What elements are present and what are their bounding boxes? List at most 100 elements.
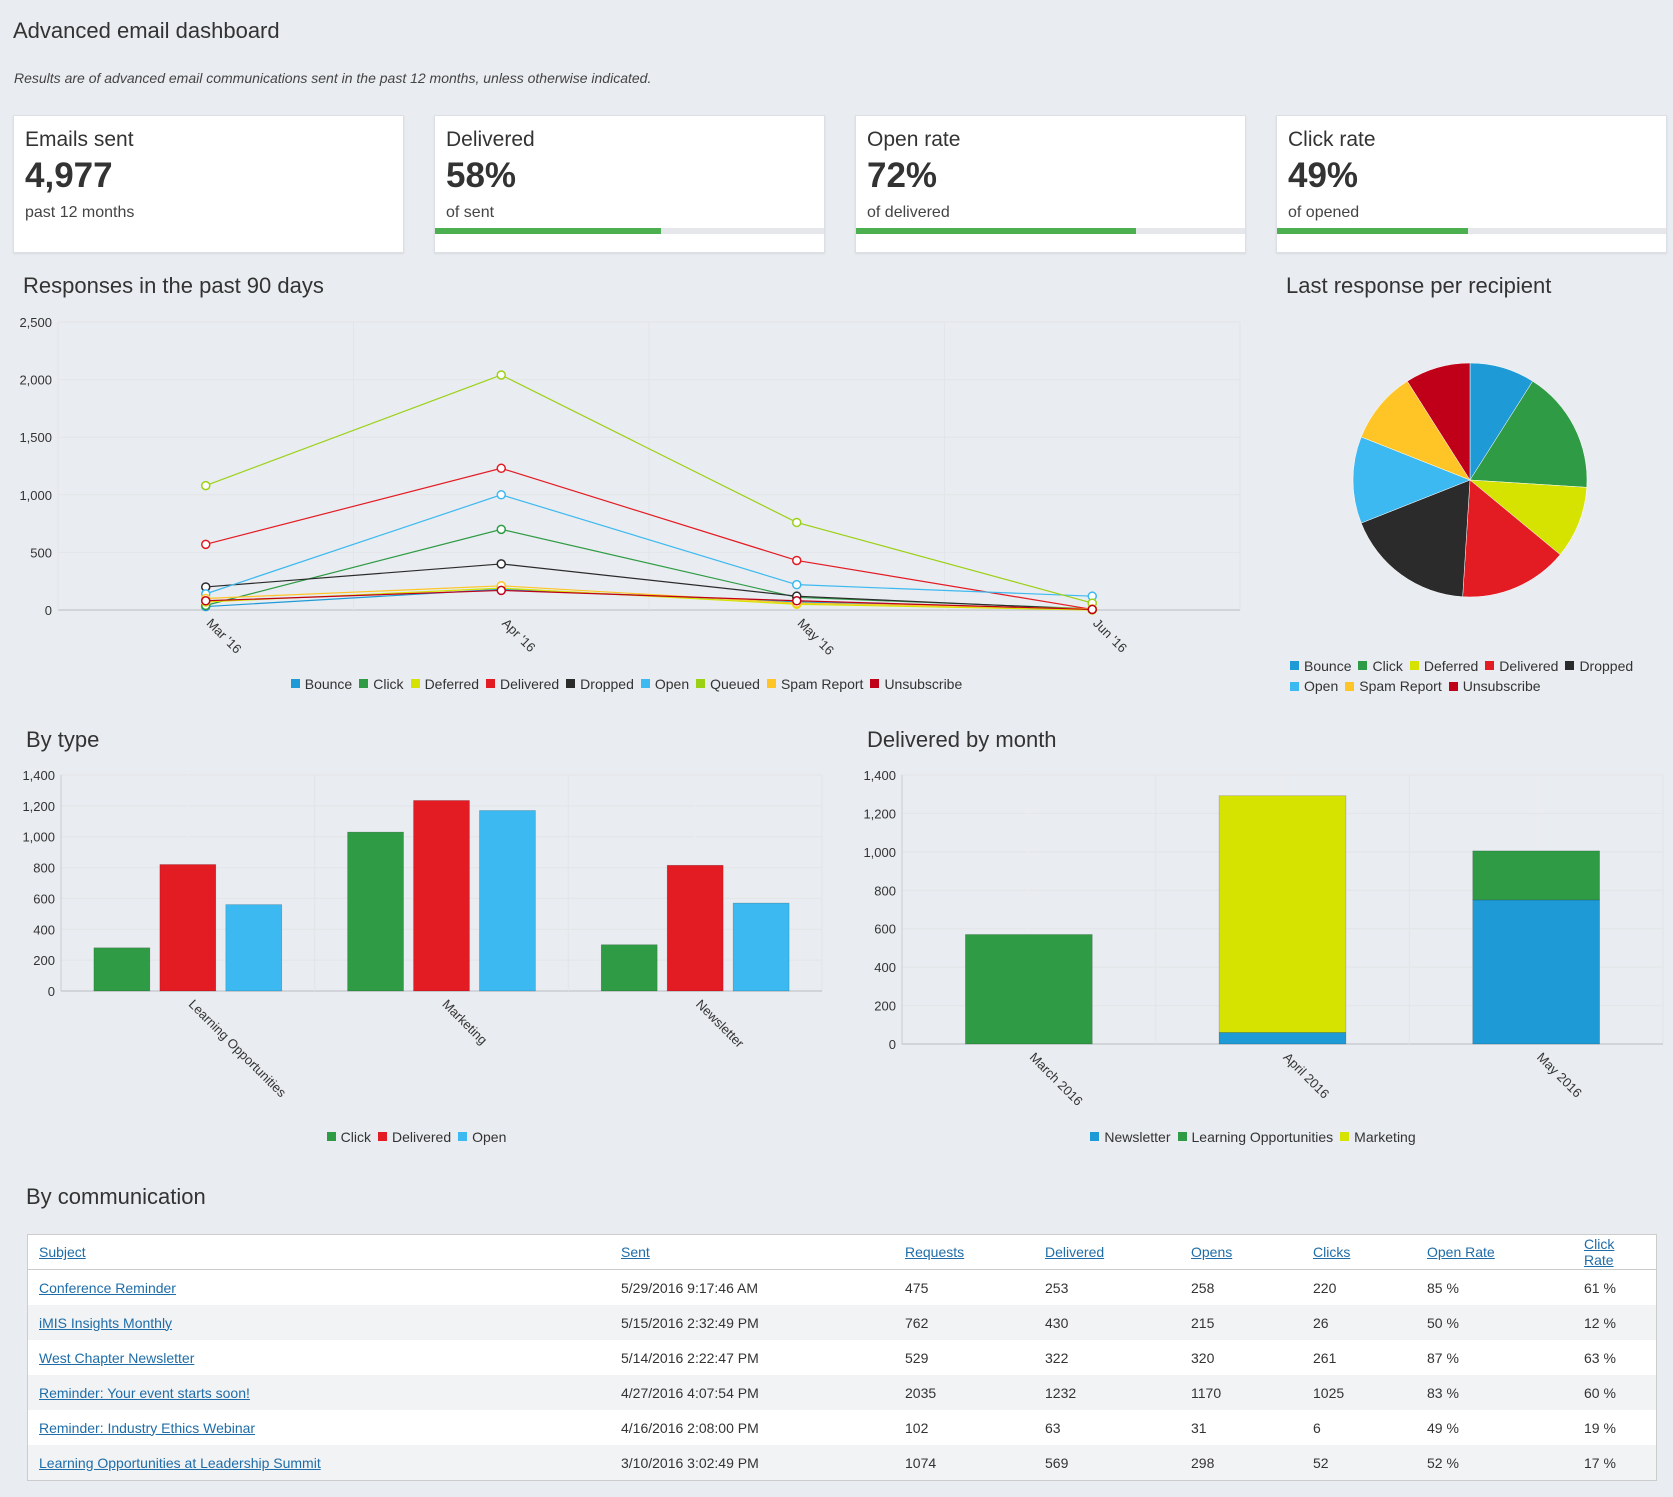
- cell-requests: 529: [905, 1349, 929, 1366]
- legend-label: Learning Opportunities: [1191, 1128, 1334, 1145]
- cell-subject[interactable]: Reminder: Your event starts soon!: [28, 1375, 610, 1410]
- cell-subject[interactable]: West Chapter Newsletter: [28, 1340, 610, 1375]
- legend-label: Bounce: [304, 675, 353, 692]
- y-tick-label: 1,200: [863, 806, 896, 821]
- sort-link[interactable]: Sent: [621, 1244, 650, 1260]
- col-header-clicks[interactable]: Clicks: [1302, 1235, 1416, 1270]
- section-title-responses: Responses in the past 90 days: [23, 273, 324, 298]
- legend-item-bounce[interactable]: Bounce: [290, 675, 353, 692]
- legend-item-click[interactable]: Click: [359, 675, 404, 692]
- legend-item-deferred[interactable]: Deferred: [1409, 656, 1478, 676]
- y-tick-label: 0: [48, 984, 55, 999]
- legend-swatch: [410, 679, 420, 688]
- series-line-unsubscribe: [205, 589, 1093, 611]
- data-point-delivered: [792, 555, 802, 566]
- bar-click: [600, 944, 658, 992]
- legend-item-spam-report[interactable]: Spam Report: [766, 676, 863, 692]
- bar-open: [225, 904, 283, 992]
- responses-line-chart: 0 500 1,000 1,500 2,000 2,500 Mar '16 Apr '16 Ma…: [19, 315, 1241, 658]
- communication-link[interactable]: Conference Reminder: [39, 1279, 176, 1296]
- legend-item-learning-opportunities[interactable]: Learning Opportunities: [1177, 1128, 1334, 1145]
- cell-opens: 298: [1180, 1445, 1302, 1480]
- section-title-bytype: By type: [26, 727, 100, 752]
- legend-swatch: [766, 679, 776, 688]
- y-tick-label: 1,000: [863, 845, 896, 860]
- cell-clicks: 6: [1313, 1419, 1321, 1436]
- col-header-delivered[interactable]: Delivered: [1034, 1235, 1180, 1270]
- sort-link[interactable]: Subject: [39, 1244, 86, 1260]
- cell-delivered: 322: [1045, 1349, 1069, 1366]
- kpi-value: 72%: [867, 156, 938, 195]
- cell-subject[interactable]: Conference Reminder: [28, 1270, 610, 1306]
- col-header-open-rate[interactable]: Open Rate: [1416, 1235, 1573, 1270]
- legend-label: Click: [373, 675, 404, 692]
- communication-link[interactable]: iMIS Insights Monthly: [39, 1314, 173, 1331]
- cell-click-rate: 63 %: [1584, 1349, 1616, 1366]
- legend-item-click[interactable]: Click: [326, 1129, 371, 1145]
- cell-sent: 3/10/2016 3:02:49 PM: [610, 1445, 894, 1480]
- cell-sent: 4/16/2016 2:08:00 PM: [621, 1419, 759, 1436]
- cell-subject[interactable]: iMIS Insights Monthly: [28, 1305, 610, 1340]
- kpi-value: 49%: [1288, 156, 1359, 195]
- legend-item-newsletter[interactable]: Newsletter: [1090, 1129, 1171, 1145]
- legend-item-bounce[interactable]: Bounce: [1290, 656, 1351, 676]
- col-header-opens[interactable]: Opens: [1180, 1235, 1302, 1270]
- legend-item-marketing[interactable]: Marketing: [1340, 1129, 1416, 1145]
- communication-link[interactable]: Learning Opportunities at Leadership Sum…: [39, 1454, 321, 1471]
- legend-item-unsubscribe[interactable]: Unsubscribe: [1448, 676, 1541, 696]
- pie-slice-open: [1352, 436, 1471, 524]
- legend-item-unsubscribe[interactable]: Unsubscribe: [870, 676, 962, 692]
- sort-link[interactable]: Delivered: [1045, 1244, 1105, 1260]
- legend-item-dropped[interactable]: Dropped: [1565, 656, 1633, 676]
- legend-label: Spam Report: [1359, 678, 1442, 694]
- cell-subject[interactable]: Learning Opportunities at Leadership Sum…: [28, 1445, 610, 1480]
- sort-link[interactable]: Clicks: [1313, 1244, 1351, 1260]
- data-point-delivered: [496, 463, 506, 474]
- communication-link[interactable]: West Chapter Newsletter: [39, 1349, 195, 1366]
- legend-item-dropped[interactable]: Dropped: [566, 676, 634, 692]
- cell-subject[interactable]: Reminder: Industry Ethics Webinar: [28, 1410, 610, 1445]
- legend-item-queued[interactable]: Queued: [696, 676, 760, 692]
- bar-marketing: [1218, 795, 1347, 1033]
- section-title-pie: Last response per recipient: [1286, 273, 1552, 298]
- kpi-label: Delivered: [446, 128, 535, 151]
- y-tick-label: 800: [874, 883, 896, 898]
- bar-click: [93, 947, 151, 992]
- cell-sent: 4/27/2016 4:07:54 PM: [610, 1375, 894, 1410]
- sort-link[interactable]: Requests: [905, 1244, 965, 1260]
- legend-item-click[interactable]: Click: [1358, 656, 1403, 676]
- data-point-unsubscribe: [496, 585, 506, 596]
- table-row: iMIS Insights Monthly 5/15/2016 2:32:49 P…: [28, 1305, 1656, 1340]
- communication-table: Subject Sent Requests Delivered Opens Cl…: [27, 1234, 1657, 1481]
- legend-item-delivered[interactable]: Delivered: [1485, 656, 1558, 676]
- col-header-sent[interactable]: Sent: [610, 1235, 894, 1270]
- col-header-requests[interactable]: Requests: [894, 1235, 1034, 1270]
- legend-item-open[interactable]: Open: [1290, 676, 1338, 696]
- data-point-unsubscribe: [201, 596, 211, 606]
- y-tick-label: 1,000: [19, 488, 52, 503]
- legend-item-delivered[interactable]: Delivered: [486, 676, 559, 692]
- data-point-click: [496, 524, 506, 535]
- kpi-progress-bar: [435, 228, 824, 234]
- legend-item-open[interactable]: Open: [640, 676, 689, 692]
- col-header-subject[interactable]: Subject: [28, 1235, 610, 1270]
- legend-item-deferred[interactable]: Deferred: [410, 676, 479, 692]
- x-tick-label: Newsletter: [693, 997, 748, 1052]
- communication-link[interactable]: Reminder: Your event starts soon!: [39, 1384, 250, 1401]
- cell-clicks: 1025: [1302, 1375, 1416, 1410]
- legend-item-delivered[interactable]: Delivered: [377, 1129, 451, 1145]
- pie-slice-click: [1469, 380, 1588, 488]
- sort-link[interactable]: Opens: [1191, 1244, 1233, 1260]
- sort-link[interactable]: Open Rate: [1427, 1244, 1495, 1260]
- sort-link[interactable]: Click Rate: [1584, 1236, 1615, 1268]
- cell-click-rate: 12 %: [1573, 1305, 1656, 1340]
- table-row: Reminder: Your event starts soon! 4/27/20…: [28, 1375, 1656, 1410]
- legend-swatch: [1177, 1132, 1187, 1141]
- col-header-click-rate[interactable]: Click Rate: [1573, 1235, 1656, 1270]
- communication-link[interactable]: Reminder: Industry Ethics Webinar: [39, 1419, 256, 1436]
- cell-requests: 1074: [894, 1445, 1034, 1480]
- legend-item-open[interactable]: Open: [458, 1129, 506, 1145]
- kpi-card-open-rate: Open rate 72% of delivered: [855, 115, 1246, 253]
- legend-item-spam-report[interactable]: Spam Report: [1345, 676, 1442, 696]
- cell-clicks: 52: [1302, 1445, 1416, 1480]
